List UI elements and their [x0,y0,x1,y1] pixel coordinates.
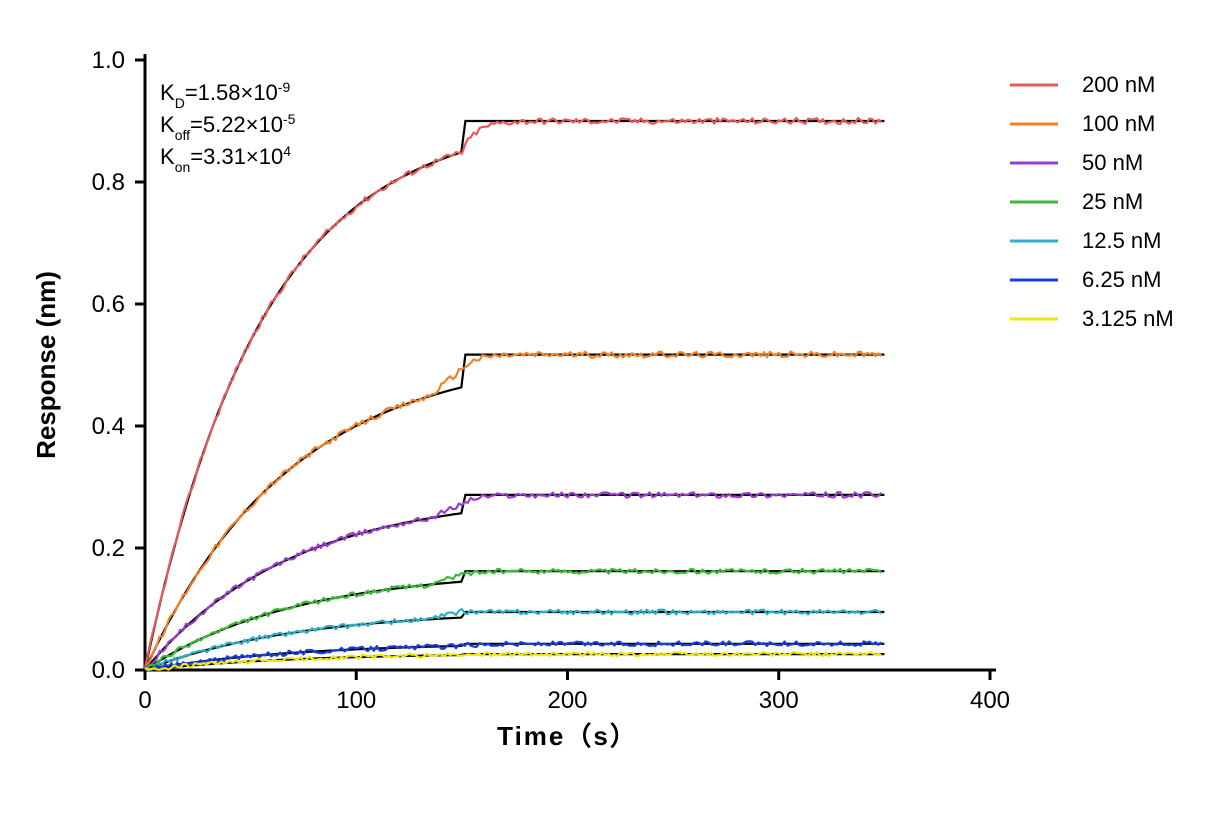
legend-label: 6.25 nM [1082,267,1162,292]
x-axis-label: Time（s） [497,721,638,751]
y-axis-label: Response (nm) [31,271,61,459]
x-tick-label: 0 [138,687,151,714]
x-tick-label: 200 [547,687,587,714]
binding-kinetics-chart: 0 100 200 300 400 0.0 0.2 0.4 0.6 0.8 1.0 Response… [0,0,1232,825]
y-tick-label: 0.4 [92,413,125,440]
fit-curve [145,644,884,670]
kinetic-constant: Kon=3.31×104 [160,143,291,175]
legend-label: 12.5 nM [1082,228,1162,253]
legend-label: 50 nM [1082,150,1143,175]
y-tick-label: 0.2 [92,535,125,562]
data-trace [145,118,881,668]
data-trace [145,352,881,670]
legend: 200 nM 100 nM 50 nM 25 nM 12.5 nM 6.25 nM 3.12… [1010,72,1174,331]
legend-label: 25 nM [1082,189,1143,214]
legend-label: 200 nM [1082,72,1155,97]
legend-label: 3.125 nM [1082,306,1174,331]
x-tick-label: 300 [759,687,799,714]
fit-curve [145,355,884,670]
y-tick-label: 0.8 [92,169,125,196]
y-tick-label: 1.0 [92,47,125,74]
y-tick-label: 0.6 [92,291,125,318]
kinetic-constants: KD=1.58×10-9Koff=5.22×10-5Kon=3.31×104 [160,79,296,175]
y-tick-label: 0.0 [92,657,125,684]
fit-curve [145,121,884,670]
x-tick-label: 400 [970,687,1010,714]
data-traces [145,118,881,670]
data-trace [145,492,881,668]
kinetic-constant: Koff=5.22×10-5 [160,111,296,143]
kinetic-constant: KD=1.58×10-9 [160,79,290,111]
fit-curves [145,121,884,670]
x-tick-label: 100 [336,687,376,714]
legend-label: 100 nM [1082,111,1155,136]
